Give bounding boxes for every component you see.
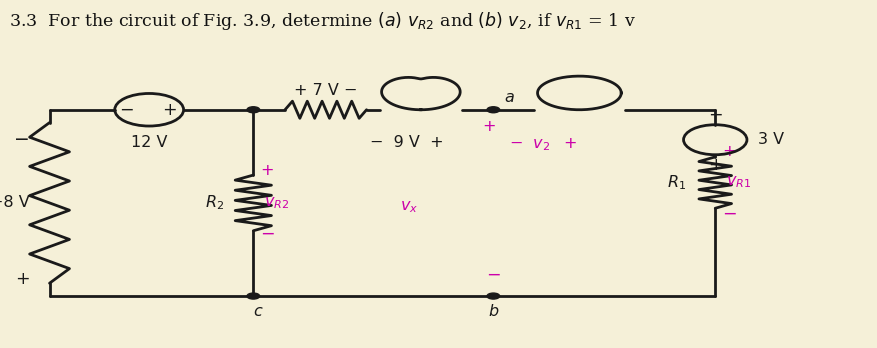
Text: +: + bbox=[15, 270, 30, 288]
Text: +: + bbox=[707, 156, 722, 174]
Text: −: − bbox=[260, 225, 275, 243]
Text: + 7 V −: + 7 V − bbox=[294, 83, 357, 98]
Text: 3 V: 3 V bbox=[757, 132, 783, 147]
Text: −: − bbox=[119, 101, 133, 119]
Text: $R_1$: $R_1$ bbox=[667, 173, 686, 192]
Text: +: + bbox=[260, 163, 274, 178]
Circle shape bbox=[487, 107, 499, 113]
Circle shape bbox=[246, 107, 260, 113]
Text: +: + bbox=[481, 119, 495, 134]
Text: $v_{R1}$: $v_{R1}$ bbox=[725, 175, 751, 190]
Text: a: a bbox=[503, 90, 513, 105]
Text: $v_{R2}$: $v_{R2}$ bbox=[264, 195, 289, 211]
Text: −: − bbox=[722, 204, 736, 222]
Text: −: − bbox=[707, 106, 722, 124]
Text: −8 V: −8 V bbox=[0, 196, 30, 211]
Text: $-\ \ v_2\ \ +$: $-\ \ v_2\ \ +$ bbox=[509, 136, 576, 153]
Text: $R_2$: $R_2$ bbox=[205, 193, 225, 212]
Text: −: − bbox=[14, 130, 30, 149]
Text: +: + bbox=[722, 144, 735, 159]
Text: $v_x$: $v_x$ bbox=[400, 199, 418, 215]
Circle shape bbox=[246, 293, 260, 299]
Text: −  9 V  +: − 9 V + bbox=[370, 135, 444, 150]
Text: 3.3  For the circuit of Fig. 3.9, determine $(a)$ $v_{R2}$ and $(b)$ $v_2$, if $: 3.3 For the circuit of Fig. 3.9, determi… bbox=[9, 10, 635, 32]
Circle shape bbox=[487, 293, 499, 299]
Text: b: b bbox=[488, 304, 498, 319]
Text: 12 V: 12 V bbox=[131, 135, 168, 150]
Text: −: − bbox=[486, 266, 500, 284]
Text: c: c bbox=[253, 304, 262, 319]
Text: +: + bbox=[162, 101, 177, 119]
